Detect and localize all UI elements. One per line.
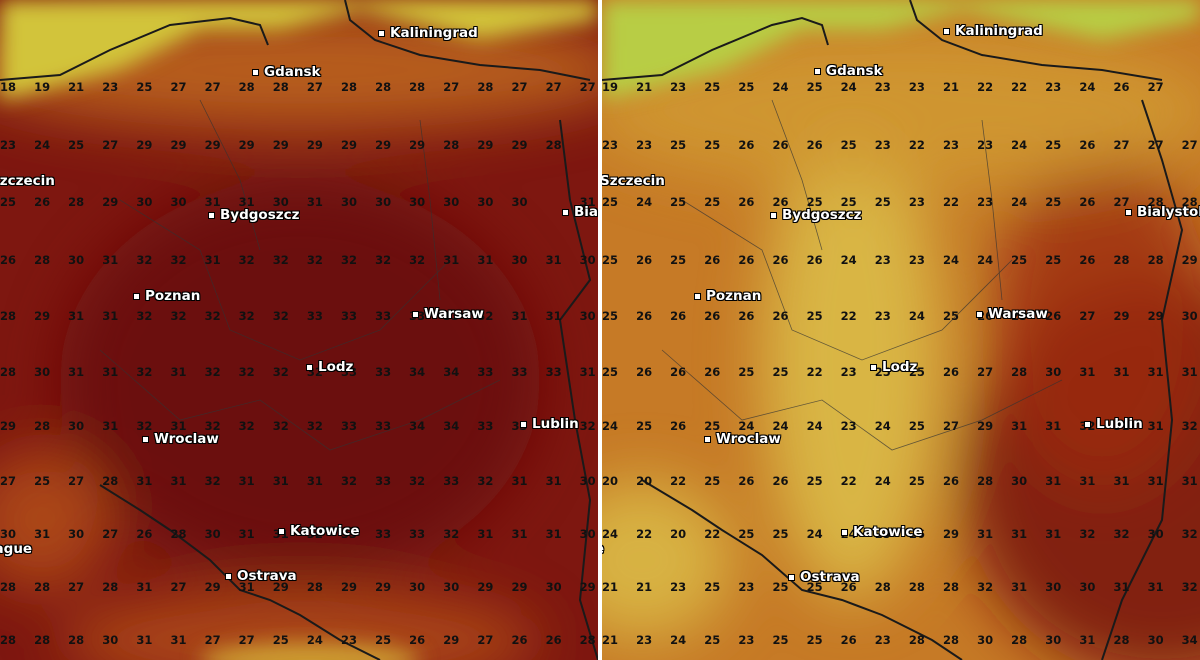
city-dot-icon: [814, 68, 821, 75]
city-name: Szczecin: [602, 173, 665, 189]
city-name: Lodz: [882, 359, 918, 375]
city-name: Gdansk: [264, 64, 321, 80]
city-name: Prague: [602, 541, 604, 557]
city-name: Bydgoszcz: [782, 207, 862, 223]
temperature-field: [602, 0, 1200, 660]
panel-divider: [598, 0, 602, 660]
city-dot-icon: [943, 28, 950, 35]
city-name: Kaliningrad: [955, 23, 1043, 39]
city-name: Lublin: [1096, 416, 1143, 432]
city-dot-icon: [976, 311, 983, 318]
city-name: Prague: [0, 541, 33, 557]
map-panel-left: 18 19 21 23 25 27 27 28 28 27 28 28 28 27 28 27 27 27 23 24…: [0, 0, 598, 660]
city-dot-icon: [306, 364, 313, 371]
city-dot-icon: [133, 293, 140, 300]
city-dot-icon: [1084, 421, 1091, 428]
city-name: Warsaw: [988, 306, 1048, 322]
city-dot-icon: [770, 212, 777, 219]
city-name: Poznan: [706, 288, 762, 304]
city-dot-icon: [412, 311, 419, 318]
city-name: Poznan: [145, 288, 201, 304]
city-name: Lublin: [532, 416, 579, 432]
city-dot-icon: [520, 421, 527, 428]
city-name: Ostrava: [800, 569, 860, 585]
city-dot-icon: [252, 69, 259, 76]
city-dot-icon: [142, 436, 149, 443]
city-name: Wroclaw: [154, 431, 219, 447]
city-name: Lodz: [318, 359, 354, 375]
city-dot-icon: [378, 30, 385, 37]
city-name: Ostrava: [237, 568, 297, 584]
city-name: Bialystok: [1137, 204, 1200, 220]
map-panel-right: 19 21 23 25 25 24 25 24 23 23 21 22 22 23 24 26 27 23 23 25…: [602, 0, 1200, 660]
city-dot-icon: [694, 293, 701, 300]
city-dot-icon: [1125, 209, 1132, 216]
city-dot-icon: [870, 364, 877, 371]
city-name: Wroclaw: [716, 431, 781, 447]
city-dot-icon: [278, 528, 285, 535]
city-dot-icon: [208, 212, 215, 219]
city-dot-icon: [841, 529, 848, 536]
city-dot-icon: [225, 573, 232, 580]
city-name: Kaliningrad: [390, 25, 478, 41]
city-name: Katowice: [290, 523, 360, 539]
city-name: Warsaw: [424, 306, 484, 322]
city-name: Bydgoszcz: [220, 207, 300, 223]
city-name: Katowice: [853, 524, 923, 540]
city-name: Szczecin: [0, 173, 55, 189]
city-dot-icon: [562, 209, 569, 216]
city-name: Bia: [574, 204, 598, 220]
city-dot-icon: [788, 574, 795, 581]
temperature-field: [0, 0, 598, 660]
city-dot-icon: [704, 436, 711, 443]
city-name: Gdansk: [826, 63, 883, 79]
